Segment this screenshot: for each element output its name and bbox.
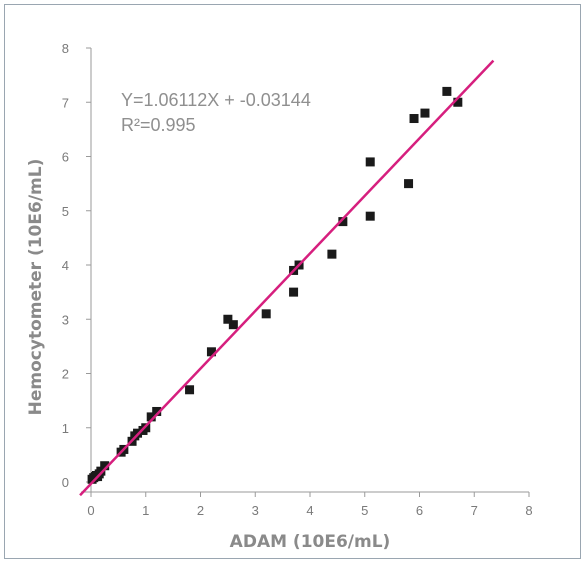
x-tick-label: 0	[87, 503, 94, 518]
regression-equation: Y=1.06112X + -0.03144	[121, 90, 311, 110]
data-point	[100, 461, 110, 471]
y-tick-label: 6	[62, 150, 69, 165]
data-point	[453, 97, 463, 107]
y-tick-label: 8	[62, 41, 69, 56]
x-tick-label: 3	[252, 503, 259, 518]
x-tick-label: 7	[471, 503, 478, 518]
y-tick-label: 5	[62, 204, 69, 219]
data-point	[365, 211, 375, 221]
data-point	[146, 412, 156, 422]
regression-line	[79, 59, 495, 497]
scatter-chart: 0 1 2 3 4 5 6 7 8 0 1 2 3 4 5 6 7 8 Y=1.06112X + -0.0314…	[26, 41, 533, 552]
y-tick-label: 1	[62, 421, 69, 436]
x-tick-label: 1	[142, 503, 149, 518]
x-tick-label: 6	[416, 503, 423, 518]
data-point	[185, 385, 195, 395]
data-point	[420, 108, 430, 118]
data-point	[365, 157, 375, 167]
data-point	[338, 217, 348, 227]
x-tick-label: 8	[525, 503, 532, 518]
data-points	[87, 86, 463, 484]
y-axis-label: Hemocytometer (10E6/mL)	[26, 159, 46, 416]
data-point	[404, 179, 414, 189]
x-tick-label: 2	[197, 503, 204, 518]
axes	[81, 48, 529, 493]
data-point	[327, 249, 337, 259]
regression-line-group	[79, 59, 495, 497]
x-tick-label: 5	[361, 503, 368, 518]
x-axis-label: ADAM (10E6/mL)	[230, 532, 391, 552]
r-squared-label: R²=0.995	[121, 115, 196, 135]
data-point	[96, 466, 106, 476]
y-tick-label: 0	[62, 475, 69, 490]
data-point	[442, 86, 452, 96]
x-axis-ticks: 0 1 2 3 4 5 6 7 8	[87, 492, 533, 518]
data-point	[228, 320, 238, 330]
data-point	[409, 114, 419, 124]
data-point	[261, 309, 271, 319]
y-axis-ticks: 0 1 2 3 4 5 6 7 8	[62, 41, 91, 490]
y-tick-label: 2	[62, 367, 69, 382]
y-tick-label: 7	[62, 95, 69, 110]
data-point	[206, 347, 216, 357]
chart-frame: 0 1 2 3 4 5 6 7 8 0 1 2 3 4 5 6 7 8 Y=1.06112X + -0.0314…	[4, 4, 581, 559]
data-point	[223, 314, 233, 324]
y-tick-label: 4	[62, 258, 69, 273]
y-tick-label: 3	[62, 312, 69, 327]
data-point	[289, 287, 299, 297]
data-point	[152, 406, 162, 416]
x-tick-label: 4	[306, 503, 313, 518]
